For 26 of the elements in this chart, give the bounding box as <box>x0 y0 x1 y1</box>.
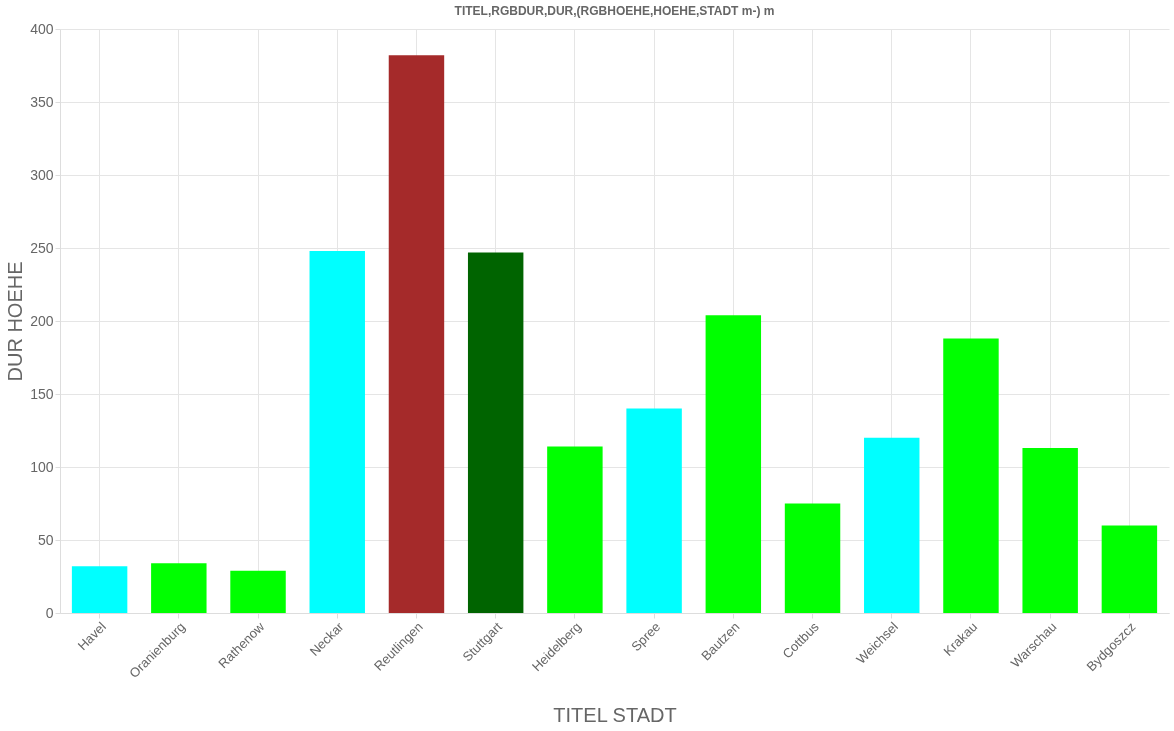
y-tick-label: 0 <box>45 604 54 621</box>
x-axis-title: TITEL STADT <box>553 703 677 726</box>
bar <box>309 250 365 613</box>
bar <box>864 437 920 613</box>
y-tick-label: 350 <box>30 93 54 110</box>
bar <box>705 315 762 613</box>
y-tick-label: 400 <box>30 20 54 37</box>
bar <box>1101 525 1158 613</box>
y-axis-title: DUR HOEHE <box>4 261 27 382</box>
bar <box>71 566 128 613</box>
y-tick-label: 300 <box>30 166 54 183</box>
bar <box>943 338 999 613</box>
y-tick-label: 200 <box>30 312 54 329</box>
y-tick-label: 50 <box>37 531 54 548</box>
bar <box>1022 448 1078 613</box>
bar <box>230 570 286 613</box>
bar <box>388 55 445 613</box>
y-tick-label: 250 <box>30 239 54 256</box>
bar <box>626 408 682 613</box>
bar <box>151 563 207 613</box>
bar <box>547 446 603 613</box>
bar <box>467 252 524 613</box>
y-tick-label: 150 <box>30 385 54 402</box>
chart-title: TITEL,RGBDUR,DUR,(RGBHOEHE,HOEHE,STADT m-) m <box>454 4 775 18</box>
y-tick-label: 100 <box>30 458 54 475</box>
bar <box>784 503 841 613</box>
